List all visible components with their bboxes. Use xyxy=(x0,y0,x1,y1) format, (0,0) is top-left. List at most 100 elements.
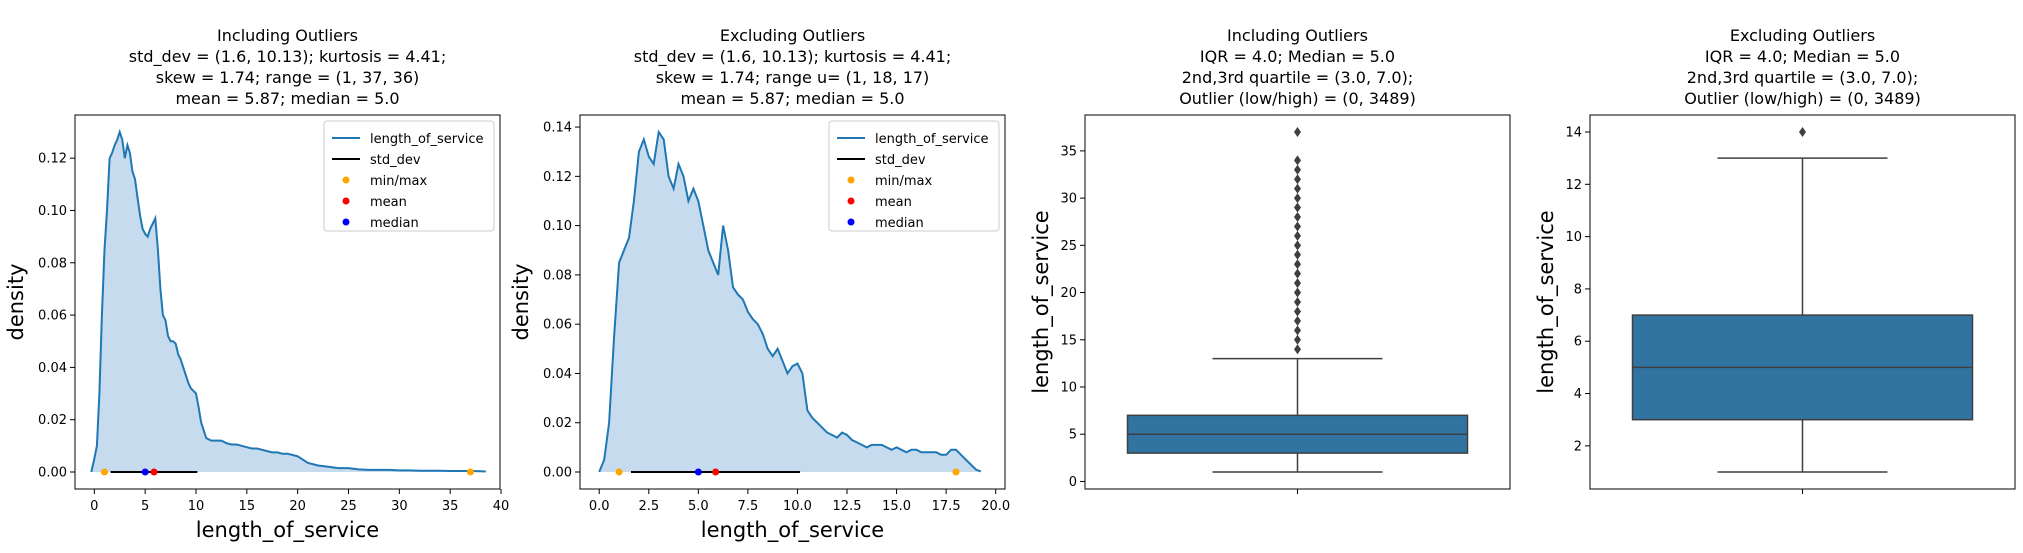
outlier-point xyxy=(1294,259,1301,270)
legend-dot-marker xyxy=(342,176,350,184)
chart-title-line: mean = 5.87; median = 5.0 xyxy=(680,89,904,108)
y-tick-label: 0.08 xyxy=(543,268,572,283)
x-tick-label: 20.0 xyxy=(981,499,1010,514)
chart-panel-1: Including Outliers std_dev = (1.6, 10.13)… xyxy=(4,26,509,543)
y-tick-label: 0.10 xyxy=(38,204,67,219)
y-tick-label: 0.02 xyxy=(543,416,572,431)
y-tick-label: 30 xyxy=(1060,192,1077,207)
chart-title-line: Excluding Outliers xyxy=(1730,26,1875,45)
legend: length_of_service std_dev min/max mean media… xyxy=(828,120,1000,232)
y-tick-label: 0.14 xyxy=(543,121,572,136)
x-tick-label: 2.5 xyxy=(638,499,659,514)
legend-dot-marker xyxy=(847,176,855,184)
mean-point xyxy=(712,468,720,476)
y-tick-label: 5 xyxy=(1069,428,1077,443)
outlier-point xyxy=(1294,306,1301,317)
y-tick-label: 2 xyxy=(1574,439,1582,454)
y-tick-label: 20 xyxy=(1060,286,1077,301)
plot-area xyxy=(598,129,982,476)
legend-box xyxy=(828,120,1000,232)
x-tick-label: 15 xyxy=(239,499,256,514)
legend-entry: length_of_service xyxy=(875,132,989,147)
x-axis-label: length_of_service xyxy=(196,518,379,543)
x-tick-label: 7.5 xyxy=(738,499,759,514)
x-tick-label: 12.5 xyxy=(833,499,862,514)
legend: length_of_service std_dev min/max mean media… xyxy=(323,120,495,232)
y-tick-label: 0.00 xyxy=(38,466,67,481)
plot-area xyxy=(90,128,486,476)
legend-dot-marker xyxy=(847,218,855,226)
axes-frame xyxy=(579,114,1006,490)
min-max-point xyxy=(467,468,475,476)
x-tick-label: 40 xyxy=(493,499,510,514)
chart-title-line: Including Outliers xyxy=(1227,26,1368,45)
outlier-point xyxy=(1294,230,1301,241)
legend-entry: min/max xyxy=(875,174,933,189)
y-axis-label: length_of_service xyxy=(1029,210,1054,393)
chart-title-line: IQR = 4.0; Median = 5.0 xyxy=(1705,47,1900,66)
y-tick-label: 6 xyxy=(1574,335,1582,350)
chart-panel-3: Including Outliers IQR = 4.0; Median = 5.… xyxy=(1029,26,1511,494)
y-tick-label: 0.10 xyxy=(543,219,572,234)
y-tick-label: 25 xyxy=(1060,239,1077,254)
mean-point xyxy=(150,468,158,476)
chart-title-line: Outlier (low/high) = (0, 3489) xyxy=(1684,89,1921,108)
axes-frame xyxy=(1589,114,2016,490)
y-tick-label: 0.04 xyxy=(38,361,67,376)
y-tick-label: 0 xyxy=(1069,475,1077,490)
outlier-point xyxy=(1294,240,1301,251)
legend-entry: mean xyxy=(370,195,407,210)
median-point xyxy=(141,468,149,476)
outlier-point xyxy=(1294,334,1301,345)
x-tick-label: 35 xyxy=(442,499,459,514)
chart-title-line: Outlier (low/high) = (0, 3489) xyxy=(1179,89,1416,108)
chart-title-line: 2nd,3rd quartile = (3.0, 7.0); xyxy=(1182,68,1413,87)
chart-title-line: Excluding Outliers xyxy=(720,26,865,45)
outlier-point xyxy=(1294,183,1301,194)
legend-dot-marker xyxy=(847,197,855,205)
chart-title-line: skew = 1.74; range = (1, 37, 36) xyxy=(156,68,419,87)
outlier-point xyxy=(1294,268,1301,279)
outlier-point xyxy=(1294,164,1301,175)
y-tick-label: 0.12 xyxy=(543,170,572,185)
y-tick-label: 12 xyxy=(1565,178,1582,193)
x-tick-label: 25 xyxy=(340,499,357,514)
y-tick-label: 0.00 xyxy=(543,466,572,481)
x-axis-label: length_of_service xyxy=(701,518,884,543)
density-line xyxy=(598,129,982,473)
y-tick-label: 0.12 xyxy=(38,152,67,167)
density-line xyxy=(90,128,486,473)
outlier-point xyxy=(1294,212,1301,222)
y-tick-label: 8 xyxy=(1574,282,1582,297)
legend-entry: median xyxy=(875,216,924,231)
min-max-point xyxy=(100,468,108,476)
x-tick-label: 10 xyxy=(188,499,205,514)
x-tick-label: 0.0 xyxy=(589,499,610,514)
min-max-point xyxy=(615,468,623,476)
legend-entry: std_dev xyxy=(875,153,926,168)
outlier-point xyxy=(1294,249,1301,260)
y-tick-label: 0.02 xyxy=(38,413,67,428)
legend-dot-marker xyxy=(342,197,350,205)
x-tick-label: 0 xyxy=(90,499,98,514)
x-tick-label: 30 xyxy=(391,499,408,514)
y-tick-label: 4 xyxy=(1574,387,1582,402)
median-point xyxy=(694,468,702,476)
outlier-point xyxy=(1294,221,1301,232)
outlier-point xyxy=(1294,193,1301,204)
chart-title-line: skew = 1.74; range u= (1, 18, 17) xyxy=(656,68,930,87)
x-tick-label: 5 xyxy=(141,499,149,514)
legend-entry: std_dev xyxy=(370,153,421,168)
outlier-point xyxy=(1294,325,1301,336)
chart-title-line: IQR = 4.0; Median = 5.0 xyxy=(1200,47,1395,66)
y-tick-label: 10 xyxy=(1565,230,1582,245)
legend-box xyxy=(323,120,495,232)
chart-title-line: std_dev = (1.6, 10.13); kurtosis = 4.41; xyxy=(634,47,951,67)
y-tick-label: 0.08 xyxy=(38,256,67,271)
y-tick-label: 14 xyxy=(1565,126,1582,141)
legend-entry: mean xyxy=(875,195,912,210)
min-max-point xyxy=(952,468,960,476)
chart-title-line: Including Outliers xyxy=(217,26,358,45)
y-tick-label: 10 xyxy=(1060,381,1077,396)
